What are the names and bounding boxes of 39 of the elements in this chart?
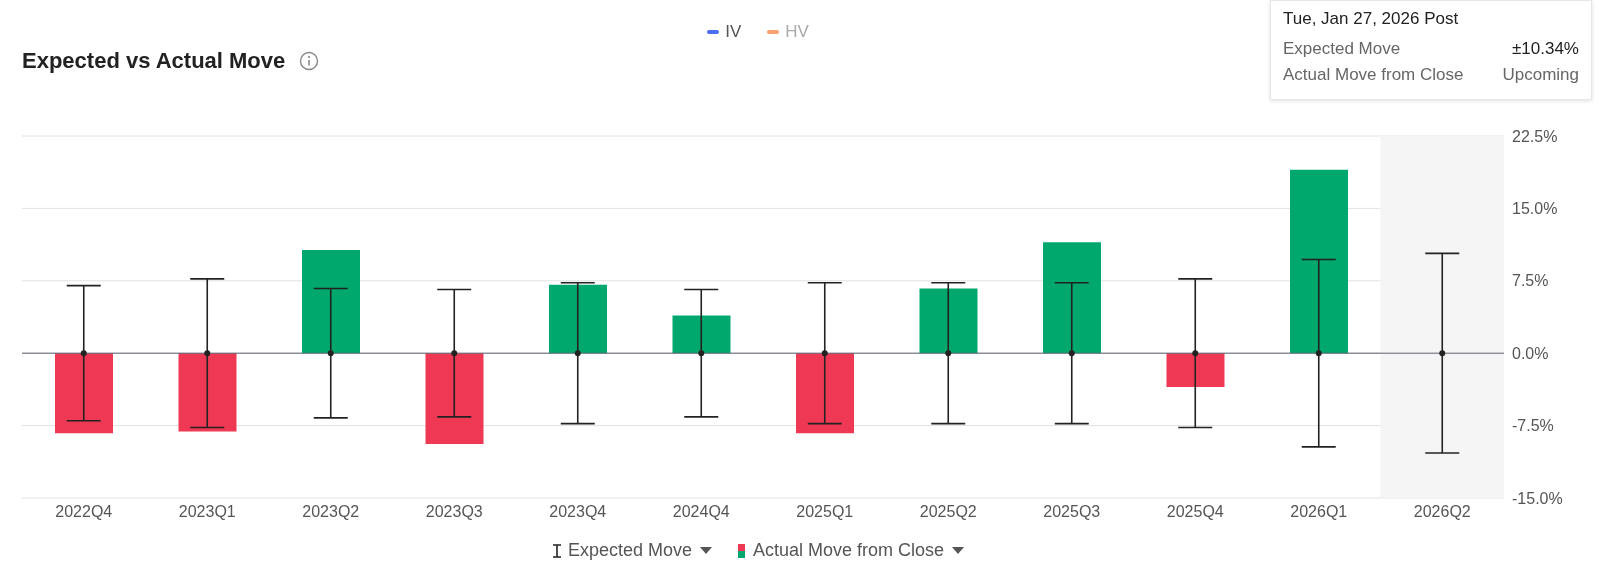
x-tick-label: 2023Q2 [302,503,360,521]
y-tick-label: 0.0% [1512,344,1549,362]
x-tick-label: 2025Q2 [919,503,977,521]
text: IV [725,22,742,42]
y-tick-label: -15.0% [1512,489,1563,507]
text: HV [785,22,809,42]
x-tick-label: 2023Q1 [178,503,236,521]
legend-label: Actual Move from Close [753,540,945,561]
text: Upcoming [1502,65,1579,85]
x-tick-label: 2023Q3 [425,503,483,521]
bar [672,315,731,354]
bar [919,288,978,354]
x-tick-label: 2023Q4 [549,503,607,521]
y-tick-label: -7.5% [1512,417,1554,435]
y-tick-label: 15.0% [1512,200,1558,218]
text: Expected Move [1283,39,1401,59]
bar [549,284,607,354]
bar [796,353,854,434]
y-tick-label: 22.5% [1512,127,1558,145]
text: Actual Move from Close [1283,65,1464,85]
bar [1166,353,1225,387]
x-tick-label: 2026Q1 [1290,503,1348,521]
bar [178,353,237,432]
x-tick-label: 2024Q4 [672,503,730,521]
bar [302,249,360,354]
bar [1290,169,1348,354]
text: ±10.34% [1512,39,1579,59]
x-tick-label: 2025Q4 [1166,503,1224,521]
bar [425,353,484,444]
bar [55,353,113,434]
x-tick-label: 2025Q3 [1043,503,1101,521]
text: Tue, Jan 27, 2026 Post [1283,9,1460,29]
x-tick-label: 2022Q4 [55,503,113,521]
legend-label: Expected Move [567,540,692,561]
x-tick-label: 2025Q1 [796,503,854,521]
y-tick-label: 7.5% [1512,272,1549,290]
x-tick-label: 2026Q2 [1413,503,1471,521]
chart-title: Expected vs Actual Move [22,48,286,74]
bar [1043,242,1101,354]
